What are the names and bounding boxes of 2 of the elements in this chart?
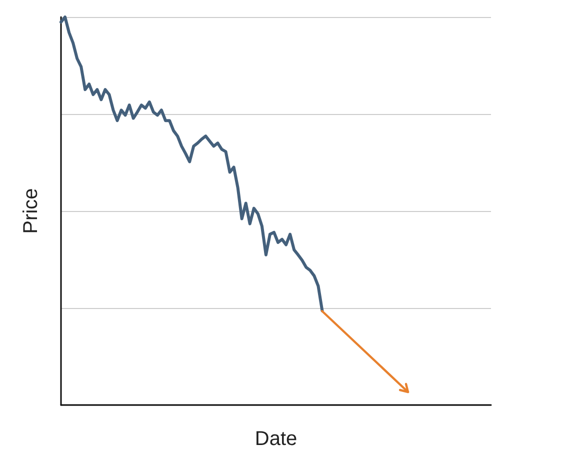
x-axis-title: Date [254, 428, 298, 450]
y-axis-title: Price [20, 188, 42, 234]
